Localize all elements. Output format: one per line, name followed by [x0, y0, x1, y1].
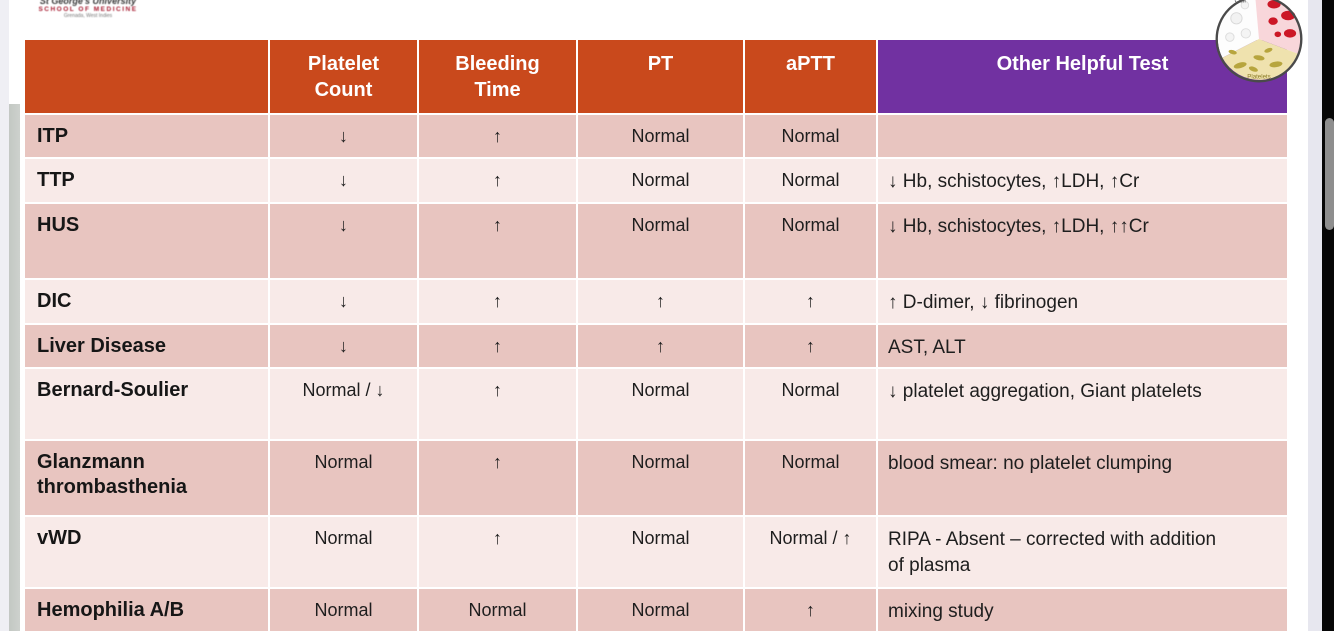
cell-platelet-count: ↓ — [268, 323, 419, 369]
cell-bleeding-time: ↑ — [417, 323, 578, 369]
table-row: Hemophilia A/B Normal Normal Normal ↑ mi… — [23, 587, 1289, 631]
cell-platelet-count: Normal — [268, 587, 419, 631]
cell-platelet-count: Normal — [268, 439, 419, 517]
row-label: vWD — [23, 515, 270, 589]
cell-aptt: Normal — [743, 439, 878, 517]
table-row: vWD Normal ↑ Normal Normal / ↑ RIPA - Ab… — [23, 515, 1289, 589]
cell-platelet-count: Normal / ↓ — [268, 367, 419, 441]
cell-pt: Normal — [576, 157, 745, 204]
cell-bleeding-time: Normal — [417, 587, 578, 631]
cell-other-test: ↓ Hb, schistocytes, ↑LDH, ↑↑Cr — [876, 202, 1289, 280]
cell-other-test: mixing study — [876, 587, 1289, 631]
cell-other-test: ↓ platelet aggregation, Giant platelets — [876, 367, 1289, 441]
cell-platelet-count: ↓ — [268, 202, 419, 280]
row-label: Hemophilia A/B — [23, 587, 270, 631]
slide-edge-shadow — [9, 104, 20, 631]
cell-platelet-count: ↓ — [268, 157, 419, 204]
badge-platelets-label: Platelets — [1247, 73, 1270, 80]
cell-pt: Normal — [576, 367, 745, 441]
cell-platelet-count: Normal — [268, 515, 419, 589]
cell-platelet-count: ↓ — [268, 113, 419, 159]
scrollbar-track[interactable] — [1322, 0, 1334, 631]
cell-aptt: Normal — [743, 157, 878, 204]
cell-aptt: Normal / ↑ — [743, 515, 878, 589]
cell-platelet-count: ↓ — [268, 278, 419, 325]
cell-aptt: Normal — [743, 367, 878, 441]
header-pt: PT — [576, 38, 745, 115]
cell-pt: Normal — [576, 439, 745, 517]
cell-bleeding-time: ↑ — [417, 157, 578, 204]
header-bleeding-time: Bleeding Time — [417, 38, 578, 115]
blood-cells-icon: Cell Cell Platelets — [1215, 0, 1303, 83]
table-row: Glanzmann thrombasthenia Normal ↑ Normal… — [23, 439, 1289, 517]
table-header-row: Platelet Count Bleeding Time PT aPTT Oth… — [23, 38, 1289, 115]
cell-other-test: blood smear: no platelet clumping — [876, 439, 1289, 517]
table-row: DIC ↓ ↑ ↑ ↑ ↑ D-dimer, ↓ fibrinogen — [23, 278, 1289, 325]
row-label: DIC — [23, 278, 270, 325]
bleeding-disorders-table: Platelet Count Bleeding Time PT aPTT Oth… — [23, 38, 1289, 631]
cell-pt: ↑ — [576, 323, 745, 369]
cell-pt: Normal — [576, 113, 745, 159]
table-row: TTP ↓ ↑ Normal Normal ↓ Hb, schistocytes… — [23, 157, 1289, 204]
cell-other-test: ↓ Hb, schistocytes, ↑LDH, ↑Cr — [876, 157, 1289, 204]
viewer-right-edge — [1308, 0, 1322, 631]
header-aptt: aPTT — [743, 38, 878, 115]
cell-bleeding-time: ↑ — [417, 278, 578, 325]
row-label: ITP — [23, 113, 270, 159]
cell-bleeding-time: ↑ — [417, 202, 578, 280]
cell-aptt: ↑ — [743, 278, 878, 325]
badge-white-cell-label: Cell — [1235, 0, 1247, 4]
cell-other-test — [876, 113, 1289, 159]
scrollbar-thumb[interactable] — [1325, 118, 1334, 230]
row-label: Liver Disease — [23, 323, 270, 369]
badge-red-cell-label: Cell — [1274, 0, 1286, 2]
cell-other-test: AST, ALT — [876, 323, 1289, 369]
cell-bleeding-time: ↑ — [417, 367, 578, 441]
cell-other-test: ↑ D-dimer, ↓ fibrinogen — [876, 278, 1289, 325]
cell-aptt: ↑ — [743, 587, 878, 631]
cell-aptt: ↑ — [743, 323, 878, 369]
cell-bleeding-time: ↑ — [417, 515, 578, 589]
cell-bleeding-time: ↑ — [417, 439, 578, 517]
viewer-left-edge — [0, 0, 9, 631]
school-logo-name: St George's University — [39, 0, 137, 6]
cell-aptt: Normal — [743, 202, 878, 280]
row-label: Bernard-Soulier — [23, 367, 270, 441]
header-platelet-count: Platelet Count — [268, 38, 419, 115]
row-label: TTP — [23, 157, 270, 204]
cell-bleeding-time: ↑ — [417, 113, 578, 159]
cell-pt: Normal — [576, 202, 745, 280]
table-row: ITP ↓ ↑ Normal Normal — [23, 113, 1289, 159]
cell-pt: Normal — [576, 587, 745, 631]
table-row: Bernard-Soulier Normal / ↓ ↑ Normal Norm… — [23, 367, 1289, 441]
school-logo-school: SCHOOL OF MEDICINE — [38, 6, 138, 13]
school-logo: St George's University SCHOOL OF MEDICIN… — [33, 0, 143, 19]
cell-other-test: RIPA - Absent – corrected with addition … — [876, 515, 1289, 589]
table-row: HUS ↓ ↑ Normal Normal ↓ Hb, schistocytes… — [23, 202, 1289, 280]
cell-pt: ↑ — [576, 278, 745, 325]
cell-pt: Normal — [576, 515, 745, 589]
cell-aptt: Normal — [743, 113, 878, 159]
row-label: Glanzmann thrombasthenia — [23, 439, 270, 517]
table-row: Liver Disease ↓ ↑ ↑ ↑ AST, ALT — [23, 323, 1289, 369]
blood-cells-badge: Cell Cell Platelets — [1212, 0, 1306, 86]
header-disorder — [23, 38, 270, 115]
school-logo-tagline: Grenada, West Indies — [63, 13, 113, 19]
row-label: HUS — [23, 202, 270, 280]
